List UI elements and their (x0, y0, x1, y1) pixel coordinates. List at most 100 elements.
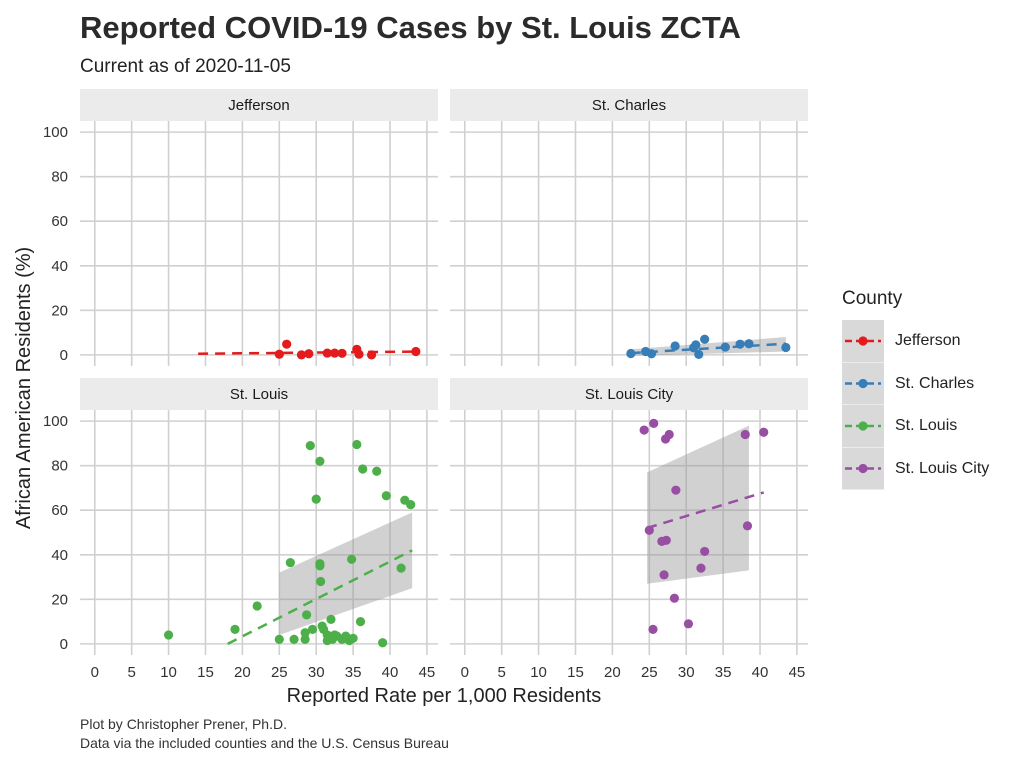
data-point-jefferson (366, 350, 377, 360)
x-tick-label: 45 (789, 664, 806, 681)
data-point-st-louis-city (759, 427, 769, 437)
x-tick-label: 10 (530, 664, 547, 681)
data-point-st-louis (347, 554, 357, 564)
data-point-st-louis (381, 491, 391, 501)
data-point-st-charles (720, 342, 730, 352)
data-point-jefferson (282, 339, 292, 349)
trend-line-st-louis (227, 549, 413, 645)
y-tick-label: 60 (51, 213, 68, 230)
facet-label-st-louis: St. Louis (230, 386, 288, 403)
legend-label-st-louis: St. Louis (895, 417, 958, 434)
x-tick-label: 25 (271, 664, 288, 681)
data-point-st-louis-city (696, 563, 706, 573)
x-tick-label: 40 (382, 664, 399, 681)
legend-title: County (842, 288, 903, 309)
data-point-st-louis-city (639, 425, 649, 435)
data-point-st-louis (274, 634, 284, 645)
data-point-st-louis-city (661, 535, 671, 545)
data-point-st-louis-city (644, 525, 654, 535)
data-point-st-louis-city (671, 485, 681, 495)
data-point-st-louis (305, 441, 315, 451)
data-point-jefferson (337, 348, 347, 358)
data-point-st-louis (352, 439, 362, 450)
facet-label-st-louis-city: St. Louis City (585, 386, 674, 403)
data-point-st-charles (781, 342, 791, 353)
trend-line-st-louis-city (646, 491, 765, 530)
data-point-st-louis (406, 500, 416, 510)
data-point-st-louis-city (659, 570, 669, 580)
data-point-st-charles (694, 349, 704, 360)
x-tick-label: 30 (308, 664, 325, 681)
data-point-st-louis (378, 638, 388, 648)
y-tick-label: 20 (51, 302, 68, 319)
data-point-st-louis-city (700, 546, 710, 557)
data-point-jefferson (304, 349, 314, 359)
data-point-st-louis (315, 561, 325, 571)
data-point-st-louis (163, 630, 174, 640)
y-tick-label: 60 (51, 502, 68, 519)
data-point-st-charles (646, 349, 657, 359)
confidence-band-st-louis-city (647, 425, 749, 584)
data-point-st-charles (691, 340, 701, 350)
legend-key-point-st-louis-city (858, 463, 868, 474)
x-tick-label: 0 (461, 664, 469, 681)
x-tick-label: 20 (604, 664, 621, 681)
data-point-st-louis (326, 614, 336, 624)
facet-strip-st-louis-city (450, 378, 808, 410)
x-tick-label: 30 (678, 664, 695, 681)
legend-label-st-charles: St. Charles (895, 375, 975, 392)
data-point-st-louis-city (683, 619, 694, 629)
data-point-st-louis (348, 633, 358, 643)
data-point-st-louis (307, 624, 318, 634)
facet-label-st-charles: St. Charles (592, 97, 666, 114)
trend-line-st-charles (630, 342, 786, 355)
data-point-st-charles (670, 341, 680, 351)
data-point-jefferson (274, 349, 284, 359)
data-point-st-louis (289, 634, 299, 645)
data-point-st-louis (316, 576, 326, 587)
chart-title: Reported COVID-19 Cases by St. Louis ZCT… (80, 10, 741, 45)
data-point-st-louis-city (742, 521, 753, 531)
y-tick-label: 40 (51, 547, 68, 564)
data-point-st-louis (300, 628, 310, 638)
legend-label-jefferson: Jefferson (895, 332, 961, 349)
y-tick-label: 80 (51, 458, 68, 475)
y-tick-label: 0 (60, 636, 68, 653)
data-point-st-louis-city (649, 418, 659, 428)
legend-key-point-jefferson (858, 336, 868, 346)
legend-label-st-louis-city: St. Louis City (895, 460, 990, 477)
data-point-st-louis (355, 616, 366, 627)
data-point-st-louis (315, 456, 325, 466)
y-tick-label: 40 (51, 258, 68, 275)
data-point-st-louis (252, 601, 262, 611)
x-tick-label: 40 (752, 664, 769, 681)
data-point-jefferson (322, 348, 332, 358)
x-tick-label: 35 (345, 664, 362, 681)
x-axis-label: Reported Rate per 1,000 Residents (287, 685, 602, 707)
data-point-st-louis (285, 557, 295, 568)
y-tick-label: 100 (43, 124, 68, 141)
y-tick-label: 100 (43, 413, 68, 430)
facet-strip-st-louis (80, 378, 438, 410)
legend-key-point-st-charles (858, 378, 868, 389)
data-point-st-louis (396, 563, 406, 573)
x-tick-label: 20 (234, 664, 251, 681)
data-point-st-charles (735, 339, 745, 349)
x-tick-label: 45 (419, 664, 436, 681)
x-tick-label: 25 (641, 664, 658, 681)
data-point-st-louis (311, 494, 321, 504)
data-point-st-louis-city (648, 624, 658, 634)
y-tick-label: 0 (60, 347, 68, 364)
x-tick-label: 0 (91, 664, 99, 681)
data-point-jefferson (354, 349, 364, 359)
confidence-band-st-louis (279, 512, 413, 635)
data-point-jefferson (330, 348, 340, 358)
data-point-st-charles (700, 334, 710, 344)
facet-strip-st-charles (450, 89, 808, 121)
y-axis-label: African American Residents (%) (13, 247, 35, 529)
x-tick-label: 15 (197, 664, 214, 681)
legend-key-point-st-louis (858, 421, 868, 431)
x-tick-label: 5 (127, 664, 135, 681)
caption-author: Plot by Christopher Prener, Ph.D. (80, 716, 287, 732)
data-point-jefferson (296, 350, 307, 360)
